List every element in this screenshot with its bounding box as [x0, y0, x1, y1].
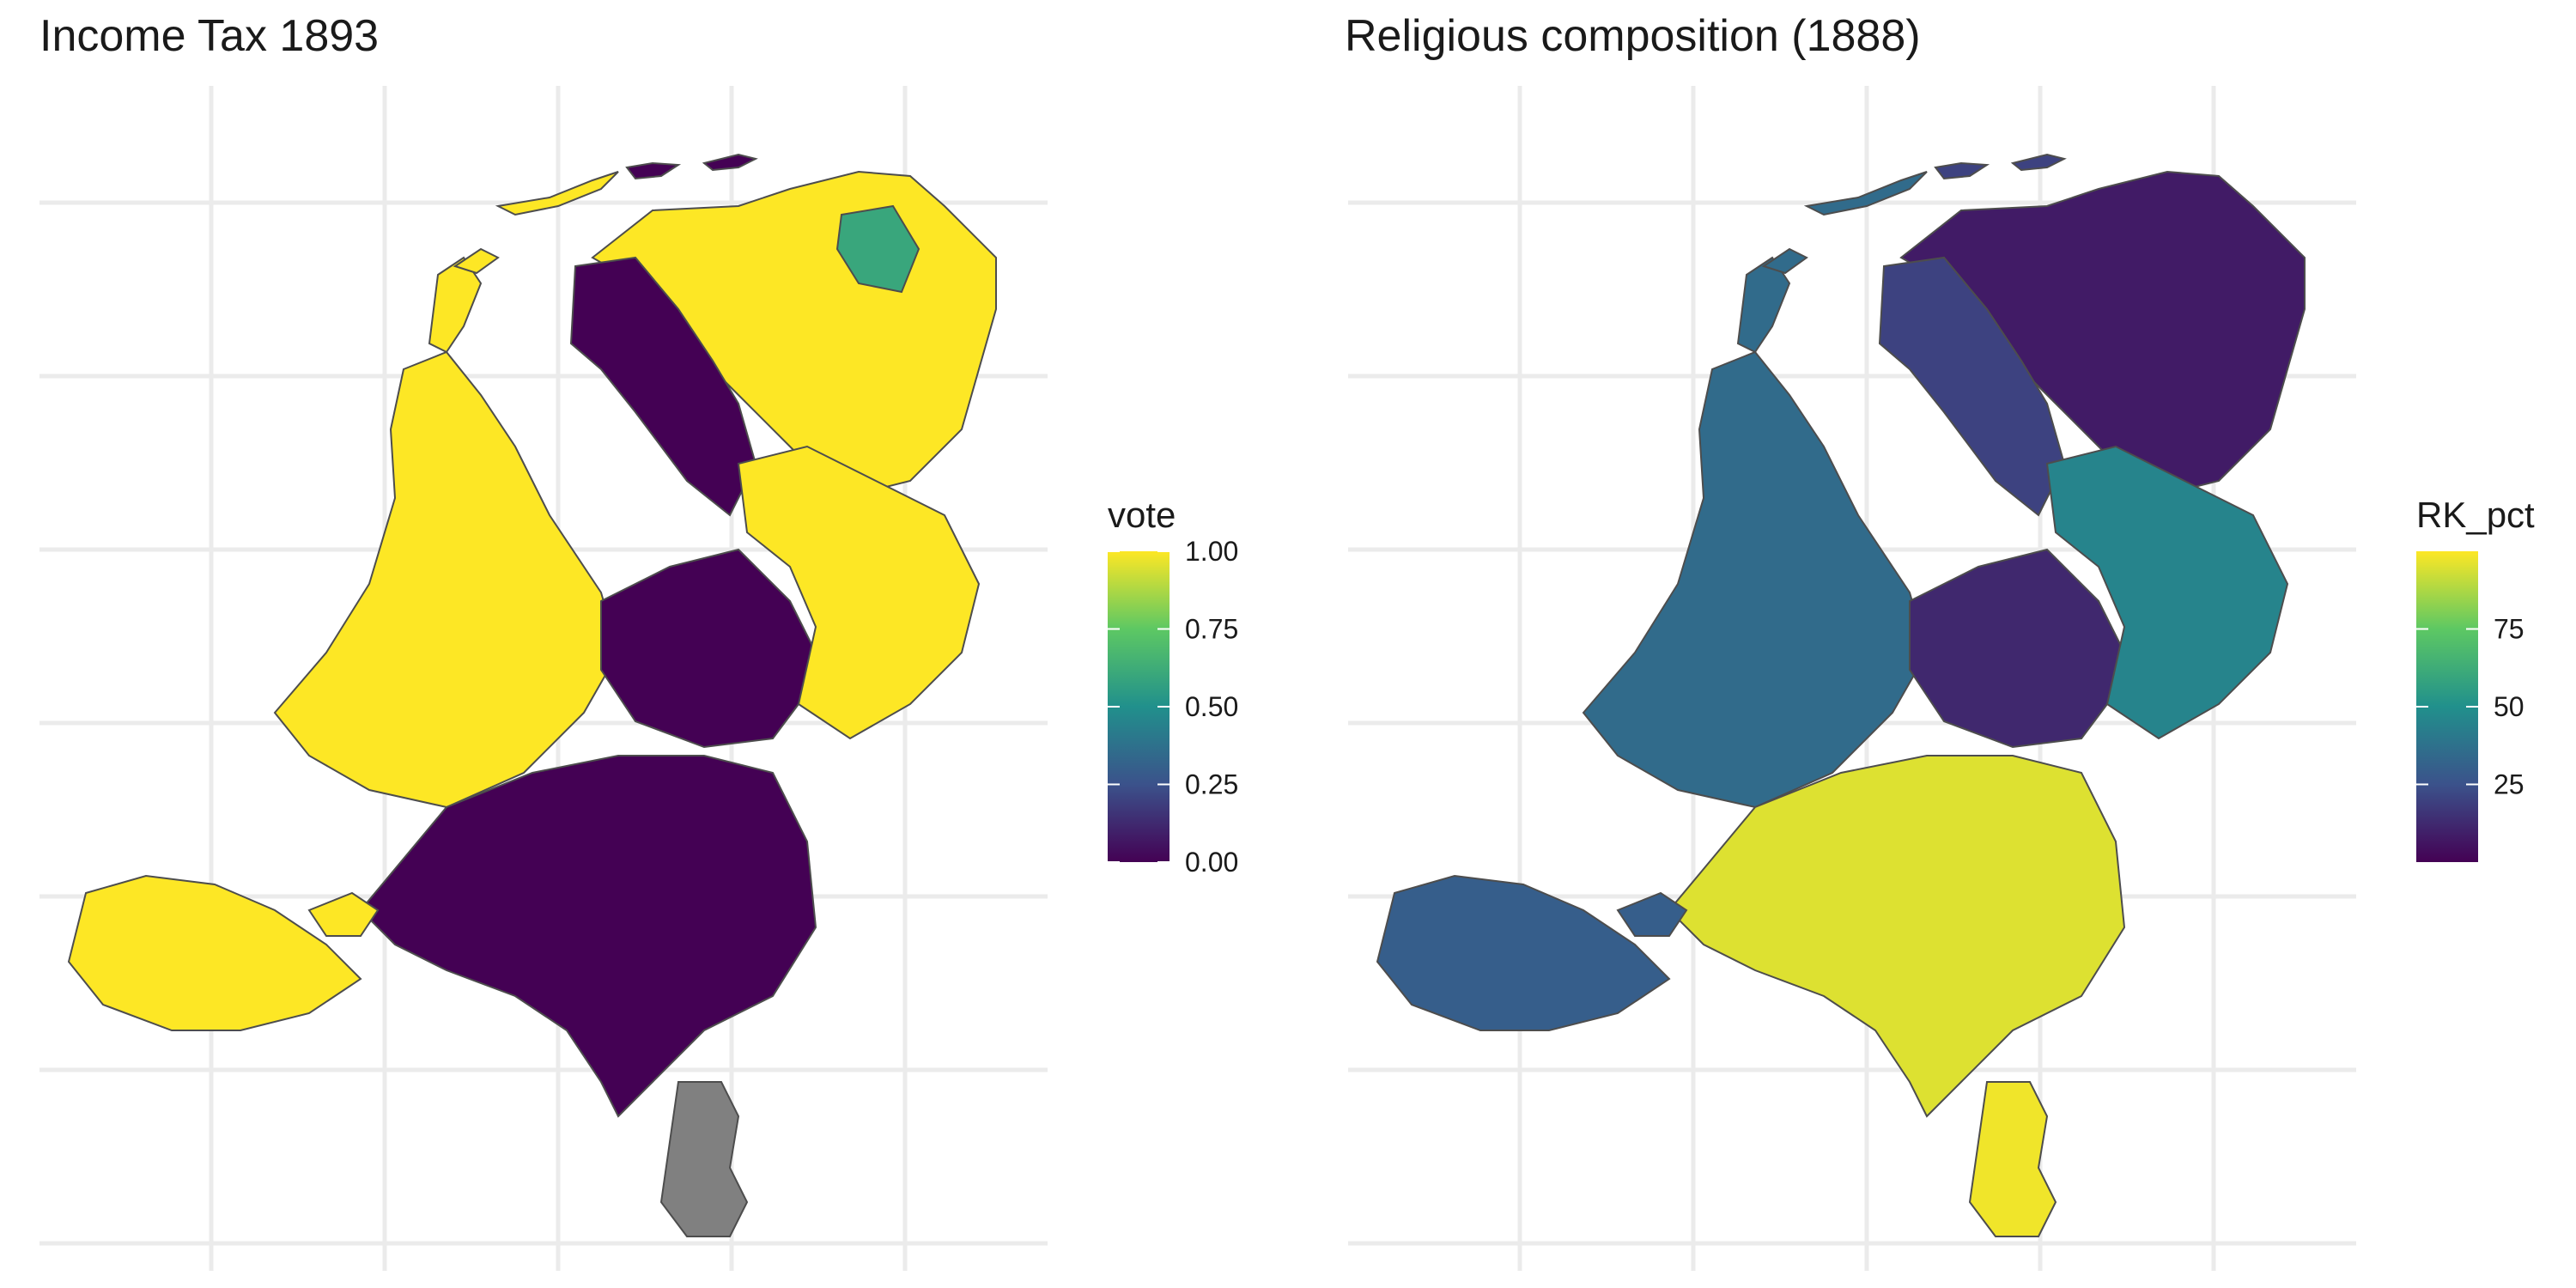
region-east	[737, 445, 981, 740]
region-centre	[1909, 548, 2135, 749]
island-0	[1803, 171, 1928, 216]
choropleth-map-left	[67, 153, 997, 1237]
legend-tick-label-3: 0.25	[1185, 769, 1238, 800]
island-4	[453, 247, 500, 275]
island-3	[702, 153, 758, 172]
island-2	[625, 161, 682, 180]
region-east	[2045, 445, 2289, 740]
region-south-west	[1376, 874, 1671, 1031]
legend-tick-label-0: 75	[2494, 614, 2524, 645]
island-0	[495, 171, 619, 216]
region-west	[273, 350, 620, 809]
legend-ticks-right: 75 50 25	[2416, 614, 2524, 800]
legend-title-rk-pct: RK_pct	[2416, 495, 2535, 535]
map-panel-religious: RK_pct 75 50 25	[1348, 86, 2535, 1271]
island-3	[2010, 153, 2067, 172]
island-4	[1761, 247, 1808, 275]
island-2	[1934, 161, 1990, 180]
legend-title-vote: vote	[1108, 495, 1176, 535]
legend-ticks-left: 1.00 0.75 0.50 0.25 0.00	[1108, 536, 1238, 878]
region-south	[1668, 755, 2126, 1118]
island-5	[1616, 891, 1688, 937]
region-limburg	[659, 1081, 749, 1237]
legend-right: RK_pct 75 50 25	[2416, 495, 2535, 862]
panel-title-income-tax: Income Tax 1893	[39, 11, 380, 61]
region-centre	[600, 548, 826, 749]
legend-tick-label-4: 0.00	[1185, 847, 1238, 878]
region-limburg	[1968, 1081, 2057, 1237]
legend-tick-label-1: 0.75	[1185, 614, 1238, 645]
region-south	[359, 755, 817, 1118]
legend-tick-label-2: 25	[2494, 769, 2524, 800]
choropleth-map-right	[1376, 153, 2306, 1237]
region-groningen-pocket	[835, 204, 920, 294]
legend-tick-label-1: 50	[2494, 691, 2524, 722]
island-5	[307, 891, 380, 937]
legend-left: vote 1.00 0.75 0.50 0.25 0.00	[1108, 495, 1238, 878]
panel-title-religious-composition: Religious composition (1888)	[1345, 11, 1921, 61]
region-south-west	[67, 874, 362, 1031]
legend-tick-label-2: 0.50	[1185, 691, 1238, 722]
legend-tick-label-0: 1.00	[1185, 536, 1238, 567]
region-west	[1582, 350, 1929, 809]
map-panel-income-tax: vote 1.00 0.75 0.50 0.25 0.00	[39, 86, 1238, 1271]
